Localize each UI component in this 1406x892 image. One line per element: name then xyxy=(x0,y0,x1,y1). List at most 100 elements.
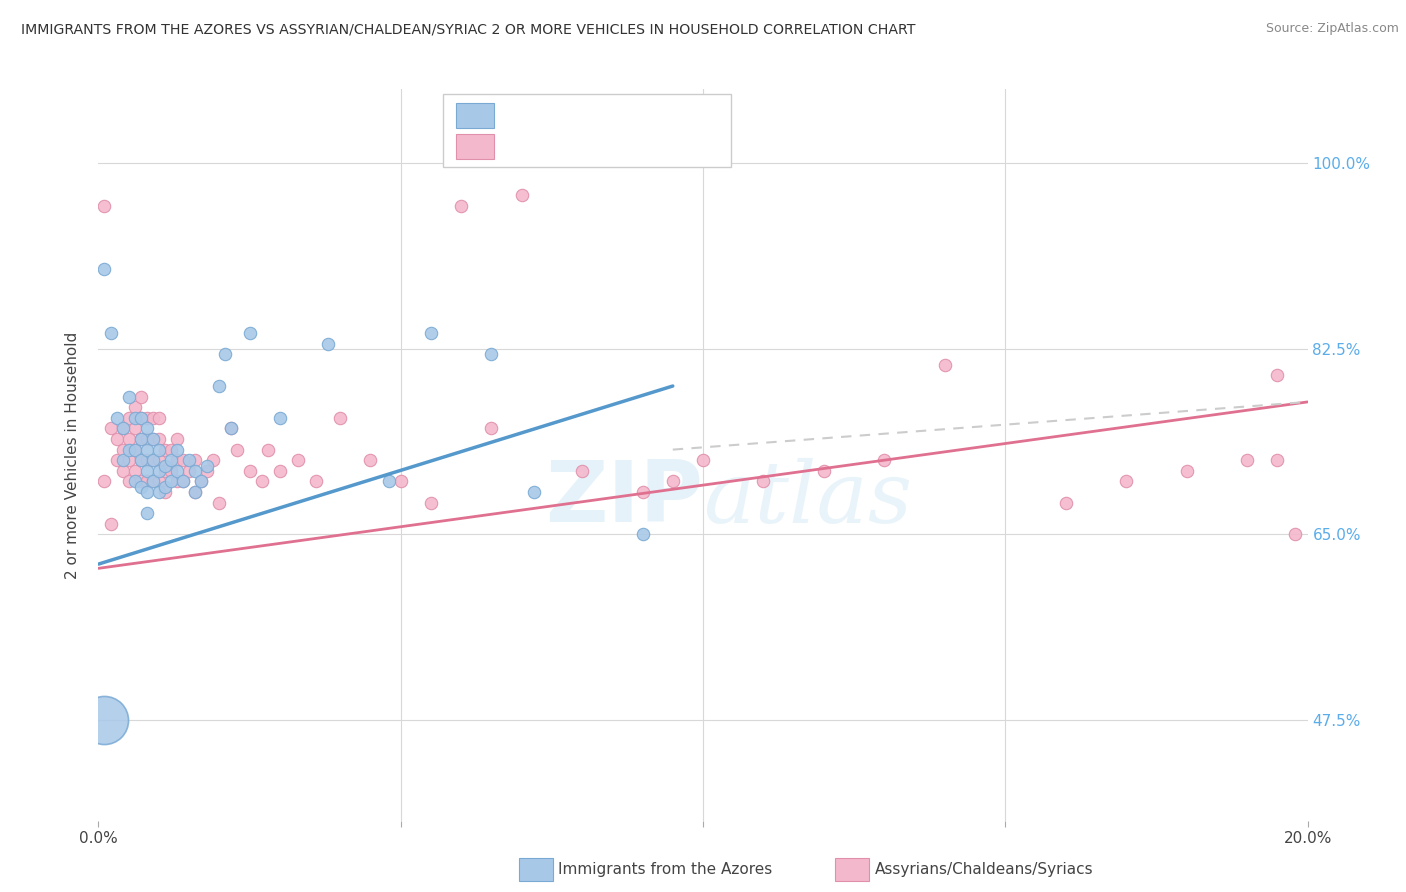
Point xyxy=(93,475,115,489)
Text: Assyrians/Chaldeans/Syriacs: Assyrians/Chaldeans/Syriacs xyxy=(875,863,1092,877)
Point xyxy=(160,442,183,457)
Point xyxy=(160,475,183,489)
Text: N =: N = xyxy=(609,108,645,123)
Point xyxy=(135,421,157,435)
Point xyxy=(135,485,157,500)
Point xyxy=(269,410,291,425)
Point xyxy=(135,453,157,467)
Point xyxy=(105,410,128,425)
Point xyxy=(100,326,122,340)
Point xyxy=(208,379,231,393)
Point xyxy=(153,485,176,500)
Point xyxy=(100,421,122,435)
Point xyxy=(195,458,218,473)
Point xyxy=(148,464,170,478)
Text: Source: ZipAtlas.com: Source: ZipAtlas.com xyxy=(1265,22,1399,36)
Point xyxy=(523,485,546,500)
Point xyxy=(1115,475,1137,489)
Point xyxy=(135,506,157,520)
Point xyxy=(124,475,146,489)
Point xyxy=(256,442,278,457)
Point xyxy=(631,485,654,500)
Point xyxy=(160,464,183,478)
Point xyxy=(118,432,141,446)
Point xyxy=(118,475,141,489)
Point xyxy=(184,485,207,500)
Text: R =: R = xyxy=(502,139,537,153)
Point xyxy=(172,475,194,489)
Point xyxy=(153,442,176,457)
Point xyxy=(1267,368,1289,383)
Point xyxy=(316,336,339,351)
Text: 0.169: 0.169 xyxy=(548,108,599,123)
Point xyxy=(752,475,775,489)
Point xyxy=(118,390,141,404)
Point xyxy=(221,421,243,435)
Text: Immigrants from the Azores: Immigrants from the Azores xyxy=(558,863,772,877)
Point xyxy=(142,475,165,489)
Point xyxy=(195,464,218,478)
Point xyxy=(148,410,170,425)
Point xyxy=(129,453,152,467)
Point xyxy=(172,475,194,489)
Point xyxy=(179,453,201,467)
Point xyxy=(450,199,472,213)
Point xyxy=(420,326,443,340)
Point xyxy=(239,326,262,340)
Point xyxy=(184,464,207,478)
Point xyxy=(661,475,683,489)
Text: ZIP: ZIP xyxy=(546,458,703,541)
Point xyxy=(105,453,128,467)
Text: IMMIGRANTS FROM THE AZORES VS ASSYRIAN/CHALDEAN/SYRIAC 2 OR MORE VEHICLES IN HOU: IMMIGRANTS FROM THE AZORES VS ASSYRIAN/C… xyxy=(21,22,915,37)
Point xyxy=(420,495,443,509)
Point xyxy=(135,475,157,489)
Point xyxy=(239,464,262,478)
Point xyxy=(166,464,188,478)
Point xyxy=(166,432,188,446)
Point xyxy=(166,453,188,467)
Point xyxy=(129,480,152,494)
Point xyxy=(142,453,165,467)
Point xyxy=(153,464,176,478)
Point xyxy=(153,480,176,494)
Point xyxy=(111,442,134,457)
Text: atlas: atlas xyxy=(703,458,912,541)
Point xyxy=(208,495,231,509)
Point xyxy=(135,442,157,457)
Point xyxy=(135,410,157,425)
Point xyxy=(129,432,152,446)
Point xyxy=(118,453,141,467)
Text: R =: R = xyxy=(502,108,537,123)
Point xyxy=(118,410,141,425)
Point xyxy=(111,421,134,435)
Point xyxy=(360,453,382,467)
Point xyxy=(1267,453,1289,467)
Point xyxy=(148,453,170,467)
Point xyxy=(142,432,165,446)
Point xyxy=(124,421,146,435)
Point xyxy=(129,410,152,425)
Point xyxy=(124,410,146,425)
Point xyxy=(481,347,503,361)
Point xyxy=(135,464,157,478)
Point xyxy=(93,199,115,213)
Point xyxy=(148,475,170,489)
Point xyxy=(221,421,243,435)
Point xyxy=(142,432,165,446)
Point xyxy=(287,453,309,467)
Point xyxy=(692,453,714,467)
Point xyxy=(934,358,956,372)
Point xyxy=(813,464,835,478)
Point xyxy=(1236,453,1258,467)
Point xyxy=(153,458,176,473)
Point xyxy=(148,442,170,457)
Point xyxy=(124,442,146,457)
Point xyxy=(118,442,141,457)
Point xyxy=(184,485,207,500)
Point xyxy=(124,464,146,478)
Point xyxy=(190,475,212,489)
Point xyxy=(166,442,188,457)
Point xyxy=(100,516,122,531)
Point xyxy=(129,453,152,467)
Point xyxy=(179,464,201,478)
